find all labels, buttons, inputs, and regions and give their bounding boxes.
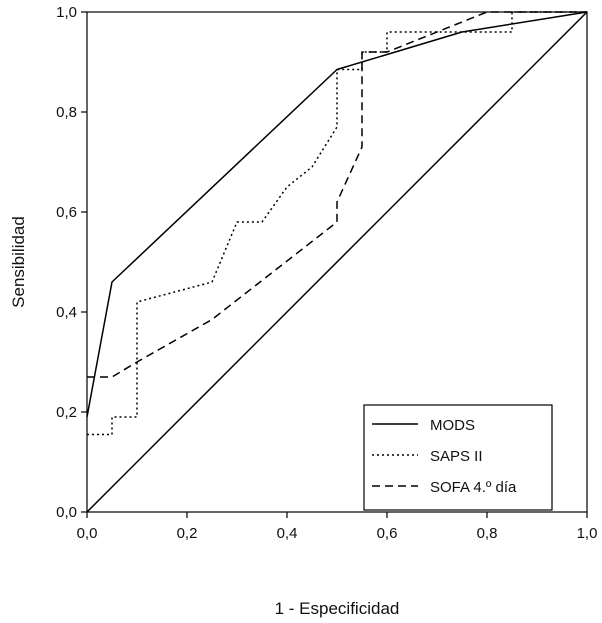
- y-axis-title: Sensibilidad: [9, 216, 28, 308]
- series-line-1: [87, 11, 587, 436]
- legend-label-sofa: SOFA 4.º día: [430, 479, 517, 496]
- x-tick-label: 0,8: [477, 525, 498, 542]
- series-lines: [86, 11, 588, 513]
- legend-box: [363, 404, 553, 511]
- y-tick-label: 0,6: [56, 204, 77, 221]
- series-line-2: [87, 11, 587, 378]
- x-tick-label: 1,0: [577, 525, 598, 542]
- x-tick-label: 0,4: [277, 525, 298, 542]
- x-tick-label: 0,2: [177, 525, 198, 542]
- legend: MODS SAPS II SOFA 4.º día: [363, 404, 553, 511]
- plot-frame: [86, 11, 588, 513]
- x-tick-label: 0,0: [77, 525, 98, 542]
- y-tick-label: 0,2: [56, 404, 77, 421]
- axis-ticks: 0,0 0,2 0,4 0,6 0,8 1,0 0,0 0,2 0,4 0,6 0,8 1,0: [56, 4, 597, 542]
- legend-label-saps: SAPS II: [430, 448, 483, 465]
- y-tick-label: 1,0: [56, 4, 77, 21]
- series-line-0: [86, 11, 588, 418]
- y-tick-label: 0,8: [56, 104, 77, 121]
- y-tick-label: 0,0: [56, 504, 77, 521]
- y-tick-label: 0,4: [56, 304, 77, 321]
- x-tick-label: 0,6: [377, 525, 398, 542]
- reference-diagonal-line: [86, 11, 588, 513]
- legend-label-mods: MODS: [430, 417, 475, 434]
- x-axis-title: 1 - Especificidad: [275, 599, 400, 618]
